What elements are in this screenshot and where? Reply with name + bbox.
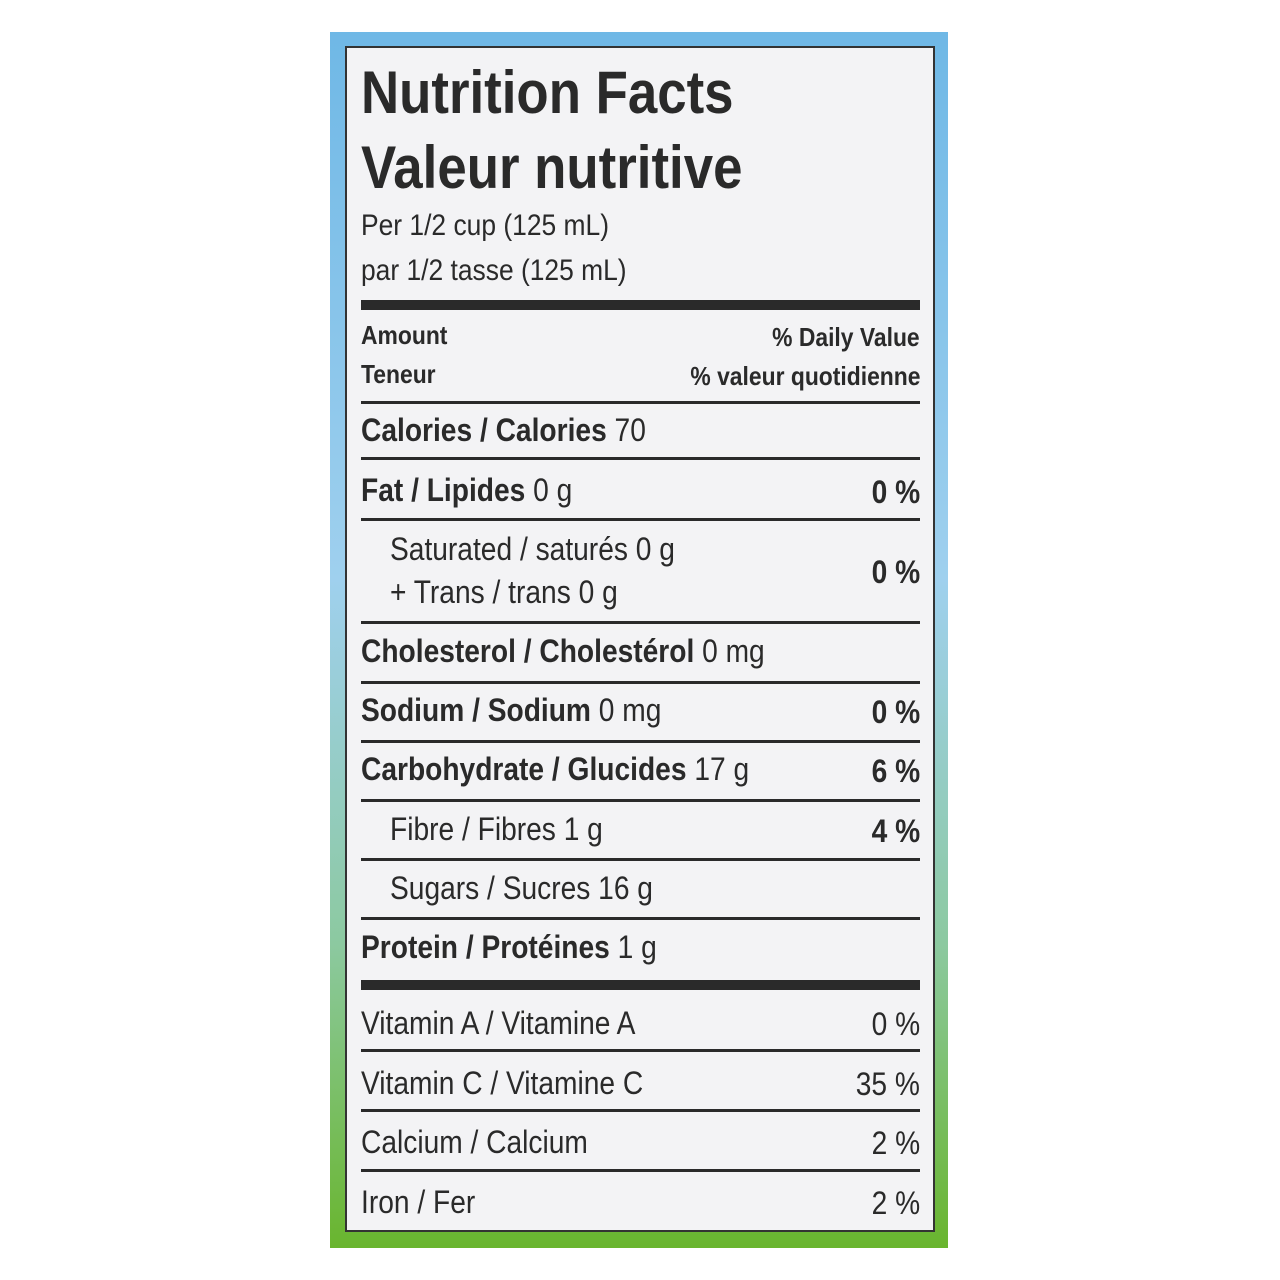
sodium-row: Sodium / Sodium 0 mg (361, 692, 662, 728)
saturated-row: Saturated / saturés 0 g (390, 531, 675, 567)
divider (361, 1109, 920, 1112)
dv-header-fr: % valeur quotidienne (689, 361, 920, 391)
divider (361, 518, 920, 521)
vitamin-a-dv: 0 % (871, 1006, 920, 1042)
saturated-trans-dv: 0 % (871, 554, 920, 590)
calcium-row: Calcium / Calcium (361, 1124, 588, 1160)
amount-header-en: Amount (361, 320, 448, 350)
iron-dv: 2 % (871, 1185, 920, 1221)
divider (361, 457, 920, 460)
title-en: Nutrition Facts (361, 59, 734, 126)
divider-thick (361, 300, 920, 310)
serving-size-fr: par 1/2 tasse (125 mL) (361, 254, 627, 287)
fat-row: Fat / Lipides 0 g (361, 472, 573, 508)
divider (361, 740, 920, 743)
fibre-row: Fibre / Fibres 1 g (390, 811, 603, 847)
divider (361, 1169, 920, 1172)
fat-dv: 0 % (871, 474, 920, 510)
carbohydrate-dv: 6 % (871, 753, 920, 789)
dv-header-en: % Daily Value (772, 322, 920, 352)
divider (361, 917, 920, 920)
divider-thick (361, 980, 920, 990)
fibre-dv: 4 % (871, 813, 920, 849)
iron-row: Iron / Fer (361, 1184, 476, 1220)
cholesterol-row: Cholesterol / Cholestérol 0 mg (361, 633, 765, 669)
vitamin-a-row: Vitamin A / Vitamine A (361, 1005, 636, 1041)
divider (361, 799, 920, 802)
divider (361, 858, 920, 861)
carbohydrate-row: Carbohydrate / Glucides 17 g (361, 751, 750, 787)
vitamin-c-dv: 35 % (855, 1066, 920, 1102)
divider (361, 1049, 920, 1052)
title-fr: Valeur nutritive (361, 134, 743, 201)
nutrition-facts-panel (345, 46, 935, 1232)
trans-row: + Trans / trans 0 g (390, 574, 618, 610)
vitamin-c-row: Vitamin C / Vitamine C (361, 1065, 644, 1101)
sugars-row: Sugars / Sucres 16 g (390, 870, 653, 906)
sodium-dv: 0 % (871, 694, 920, 730)
protein-row: Protein / Protéines 1 g (361, 929, 657, 965)
serving-size-en: Per 1/2 cup (125 mL) (361, 209, 609, 242)
calcium-dv: 2 % (871, 1125, 920, 1161)
divider (361, 401, 920, 404)
calories-row: Calories / Calories 70 (361, 412, 646, 448)
divider (361, 621, 920, 624)
amount-header-fr: Teneur (361, 359, 436, 389)
divider (361, 681, 920, 684)
